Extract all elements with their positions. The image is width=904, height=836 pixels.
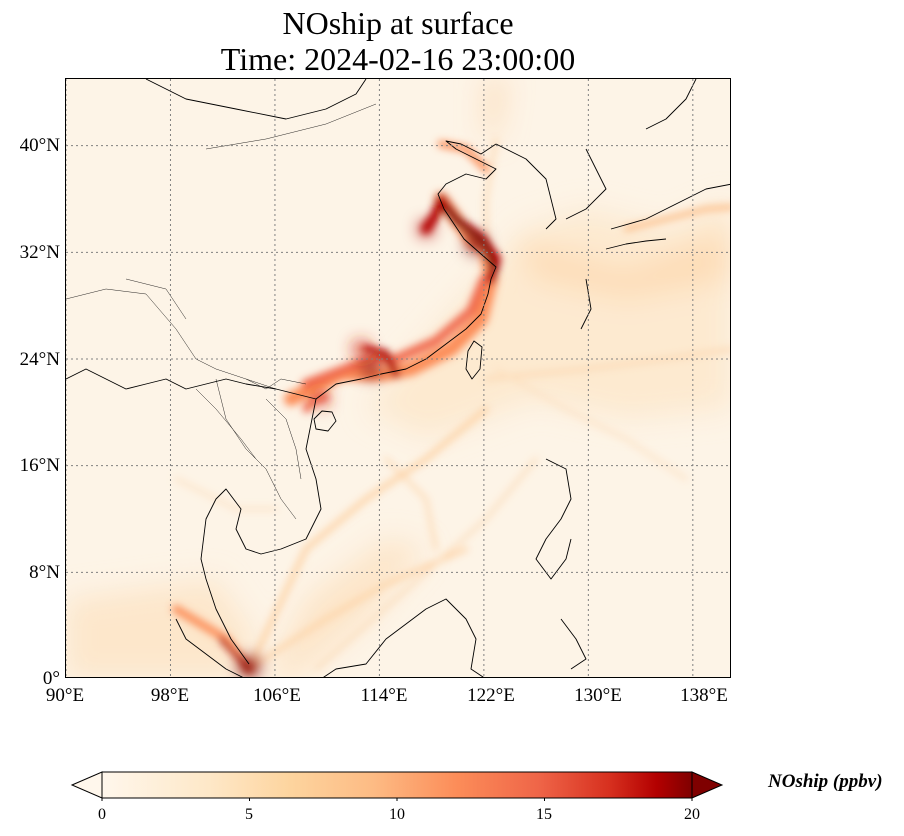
lon-tick-90e: 90°E	[45, 685, 85, 706]
colorbar-tick-20: 20	[684, 806, 700, 823]
colorbar-tick-15: 15	[536, 806, 552, 823]
colorbar-gradient	[101, 771, 693, 799]
lat-tick-24n: 24°N	[19, 349, 60, 370]
map-timestamp: Time: 2024-02-16 23:00:00	[220, 41, 576, 77]
lon-tick-98e: 98°E	[150, 685, 190, 706]
concentration-map	[66, 79, 730, 677]
map-panel	[65, 78, 731, 678]
colorbar	[70, 771, 724, 801]
lat-tick-32n: 32°N	[19, 242, 60, 263]
map-title: NOship at surface	[282, 5, 514, 41]
colorbar-ticks	[101, 798, 693, 801]
lon-tick-122e: 122°E	[467, 685, 515, 706]
lon-tick-106e: 106°E	[253, 685, 301, 706]
shipping-lanes	[174, 137, 730, 672]
lon-tick-138e: 138°E	[680, 685, 728, 706]
lat-tick-40n: 40°N	[19, 135, 60, 156]
colorbar-tick-5: 5	[245, 806, 253, 823]
colorbar-label: NOship (ppbv)	[768, 771, 883, 792]
colorbar-max-extend	[691, 771, 724, 799]
lat-tick-0: 0°	[42, 668, 60, 689]
lat-tick-16n: 16°N	[19, 455, 60, 476]
coastlines	[66, 79, 730, 677]
lon-tick-114e: 114°E	[360, 685, 408, 706]
country-borders	[66, 103, 377, 520]
colorbar-tick-0: 0	[98, 806, 106, 823]
colorbar-min-extend	[70, 771, 103, 799]
lat-tick-8n: 8°N	[29, 562, 60, 583]
lon-tick-130e: 130°E	[574, 685, 622, 706]
colorbar-tick-10: 10	[389, 806, 405, 823]
graticule	[66, 79, 730, 677]
hotspot-cores	[239, 222, 485, 677]
